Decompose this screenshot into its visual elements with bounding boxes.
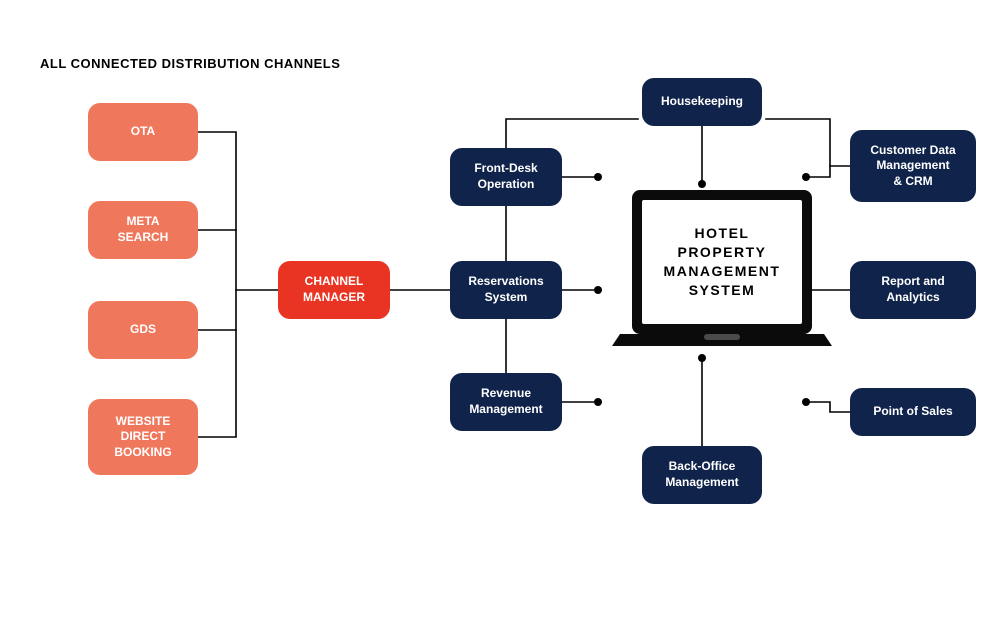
node-gds: GDS <box>88 301 198 359</box>
node-website-direct: WEBSITE DIRECT BOOKING <box>88 399 198 475</box>
node-housekeeping: Housekeeping <box>642 78 762 126</box>
node-front-desk: Front-Desk Operation <box>450 148 562 206</box>
node-ota: OTA <box>88 103 198 161</box>
node-revenue: Revenue Management <box>450 373 562 431</box>
node-report: Report and Analytics <box>850 261 976 319</box>
node-back-office: Back-Office Management <box>642 446 762 504</box>
diagram-title: ALL CONNECTED DISTRIBUTION CHANNELS <box>40 56 340 71</box>
diagram-canvas: { "diagram": { "type": "flowchart", "bac… <box>0 0 1000 628</box>
node-crm: Customer Data Management & CRM <box>850 130 976 202</box>
node-pos: Point of Sales <box>850 388 976 436</box>
node-meta-search: META SEARCH <box>88 201 198 259</box>
node-channel-manager: CHANNEL MANAGER <box>278 261 390 319</box>
node-reservations: Reservations System <box>450 261 562 319</box>
laptop-label: HOTEL PROPERTY MANAGEMENT SYSTEM <box>642 200 802 324</box>
